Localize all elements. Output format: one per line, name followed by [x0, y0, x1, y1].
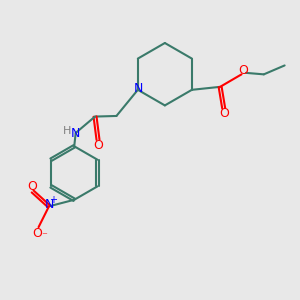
Text: ⁻: ⁻ — [42, 231, 47, 241]
Text: O: O — [93, 139, 103, 152]
Text: N: N — [44, 198, 54, 211]
Text: H: H — [63, 125, 72, 136]
Text: O: O — [27, 180, 37, 193]
Text: O: O — [238, 64, 248, 77]
Text: O: O — [219, 107, 229, 120]
Text: N: N — [71, 127, 80, 140]
Text: +: + — [50, 195, 57, 205]
Text: N: N — [134, 82, 143, 95]
Text: O: O — [32, 227, 42, 240]
